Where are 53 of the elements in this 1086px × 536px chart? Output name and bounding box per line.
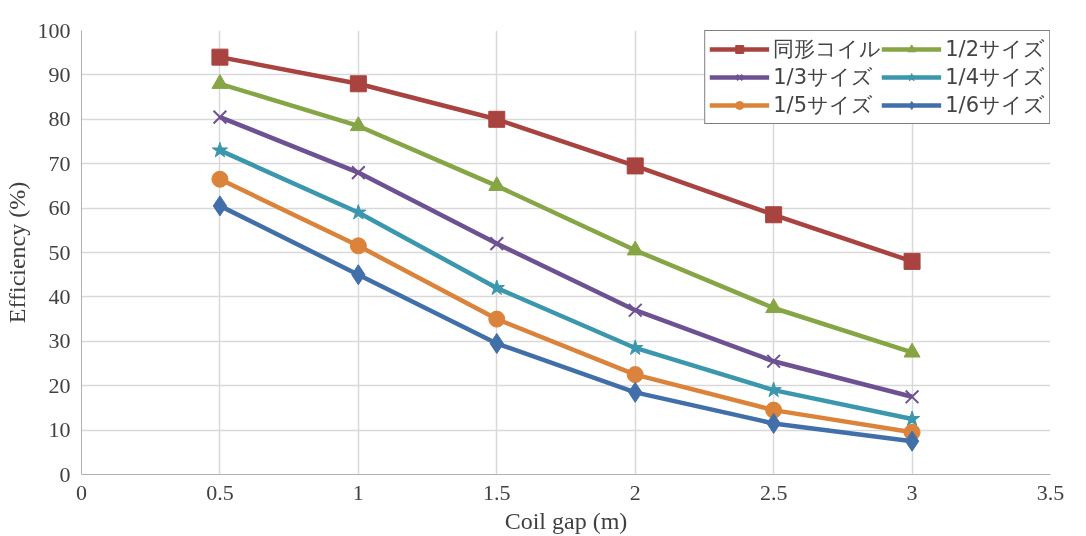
- point: [211, 141, 229, 158]
- point: [211, 48, 229, 66]
- legend-label: 1/6サイズ: [945, 92, 1045, 119]
- legend-label: 1/2サイズ: [945, 36, 1045, 63]
- point: [211, 170, 229, 188]
- point: [349, 237, 367, 255]
- point: [765, 206, 783, 224]
- point: [211, 74, 229, 89]
- point: [626, 157, 644, 175]
- point: [626, 366, 644, 384]
- point: [350, 165, 366, 180]
- legend-label: 1/4サイズ: [945, 64, 1045, 91]
- x-tick-label: 2.5: [759, 479, 788, 505]
- point: [489, 236, 505, 251]
- point: [212, 195, 228, 217]
- point: [765, 298, 783, 314]
- y-tick-label: 50: [48, 239, 71, 265]
- legend-label: 同形コイル: [773, 36, 882, 63]
- point: [904, 389, 920, 405]
- point: [212, 109, 228, 125]
- point: [349, 116, 367, 132]
- y-tick-label: 80: [48, 106, 71, 132]
- y-tick-label: 40: [48, 283, 71, 309]
- x-tick-label: 2: [629, 479, 641, 505]
- point: [904, 430, 920, 452]
- point: [488, 279, 505, 295]
- x-tick-label: 1: [352, 479, 364, 505]
- point: [627, 339, 644, 355]
- point: [349, 75, 367, 93]
- point: [488, 110, 506, 128]
- legend-label: 1/3サイズ: [773, 64, 873, 91]
- x-tick-label: 0.5: [206, 479, 234, 505]
- point: [626, 240, 644, 256]
- y-tick-label: 100: [37, 17, 71, 43]
- x-axis-title: Coil gap (m): [504, 507, 628, 534]
- y-tick-label: 90: [48, 61, 71, 87]
- y-tick-label: 70: [48, 150, 71, 176]
- y-tick-label: 0: [59, 461, 71, 487]
- y-tick-label: 60: [48, 195, 71, 221]
- y-axis-title: Efficiency (%): [3, 181, 30, 324]
- y-tick-label: 20: [48, 372, 71, 398]
- x-tick-label: 1.5: [483, 479, 511, 505]
- point: [766, 353, 782, 369]
- x-tick-label: 3: [906, 479, 918, 505]
- y-tick-label: 10: [48, 417, 71, 443]
- point: [903, 252, 921, 270]
- y-tick-label: 30: [48, 328, 71, 354]
- point: [488, 310, 506, 328]
- point: [627, 302, 643, 318]
- point: [765, 401, 783, 419]
- x-tick-label: 0: [76, 479, 87, 505]
- legend-label: 1/5サイズ: [773, 92, 873, 119]
- x-tick-label: 3.5: [1036, 479, 1065, 505]
